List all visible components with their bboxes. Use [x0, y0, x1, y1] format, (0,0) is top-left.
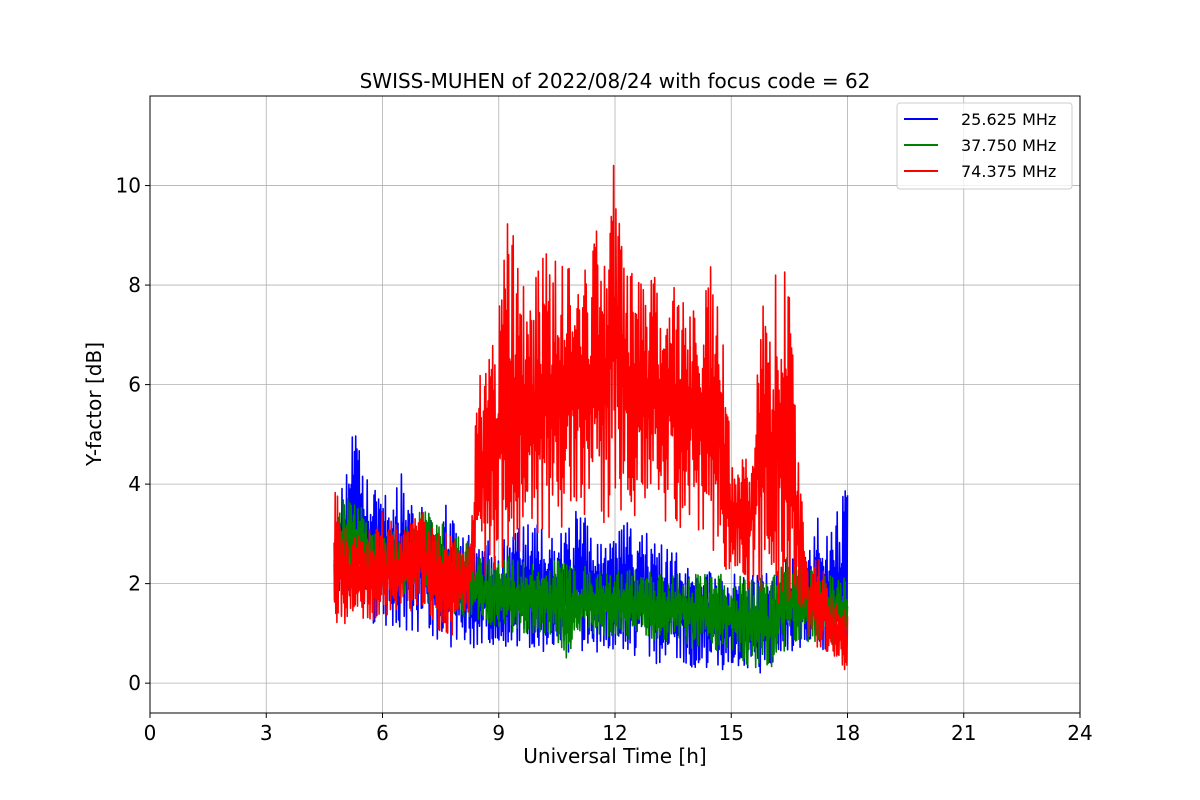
y-tick-label: 2 — [128, 572, 141, 596]
x-tick-label: 24 — [1067, 721, 1092, 745]
y-tick-label: 0 — [128, 671, 141, 695]
x-tick-label: 21 — [951, 721, 976, 745]
legend-entry: 37.750 MHz — [961, 136, 1056, 155]
legend-entry: 25.625 MHz — [961, 110, 1056, 129]
x-axis-ticks: 0 3 6 9 12 15 18 21 24 — [144, 713, 1093, 745]
x-tick-label: 15 — [719, 721, 744, 745]
y-axis-ticks: 0 2 4 6 8 10 — [116, 174, 150, 695]
x-tick-label: 9 — [492, 721, 505, 745]
x-tick-label: 12 — [602, 721, 627, 745]
series-line — [333, 164, 849, 671]
y-tick-label: 10 — [116, 174, 141, 198]
legend: 25.625 MHz 37.750 MHz 74.375 MHz — [896, 102, 1073, 190]
plot-series — [333, 164, 849, 674]
y-axis-label: Y-factor [dB] — [82, 342, 106, 467]
y-tick-label: 6 — [128, 373, 141, 397]
x-tick-label: 18 — [835, 721, 860, 745]
x-tick-label: 6 — [376, 721, 389, 745]
x-axis-label: Universal Time [h] — [523, 744, 706, 768]
chart-title: SWISS-MUHEN of 2022/08/24 with focus cod… — [360, 69, 871, 93]
x-tick-label: 0 — [144, 721, 157, 745]
legend-entry: 74.375 MHz — [961, 162, 1056, 181]
x-tick-label: 3 — [260, 721, 273, 745]
legend-box — [896, 102, 1073, 190]
y-tick-label: 4 — [128, 472, 141, 496]
y-tick-label: 8 — [128, 273, 141, 297]
